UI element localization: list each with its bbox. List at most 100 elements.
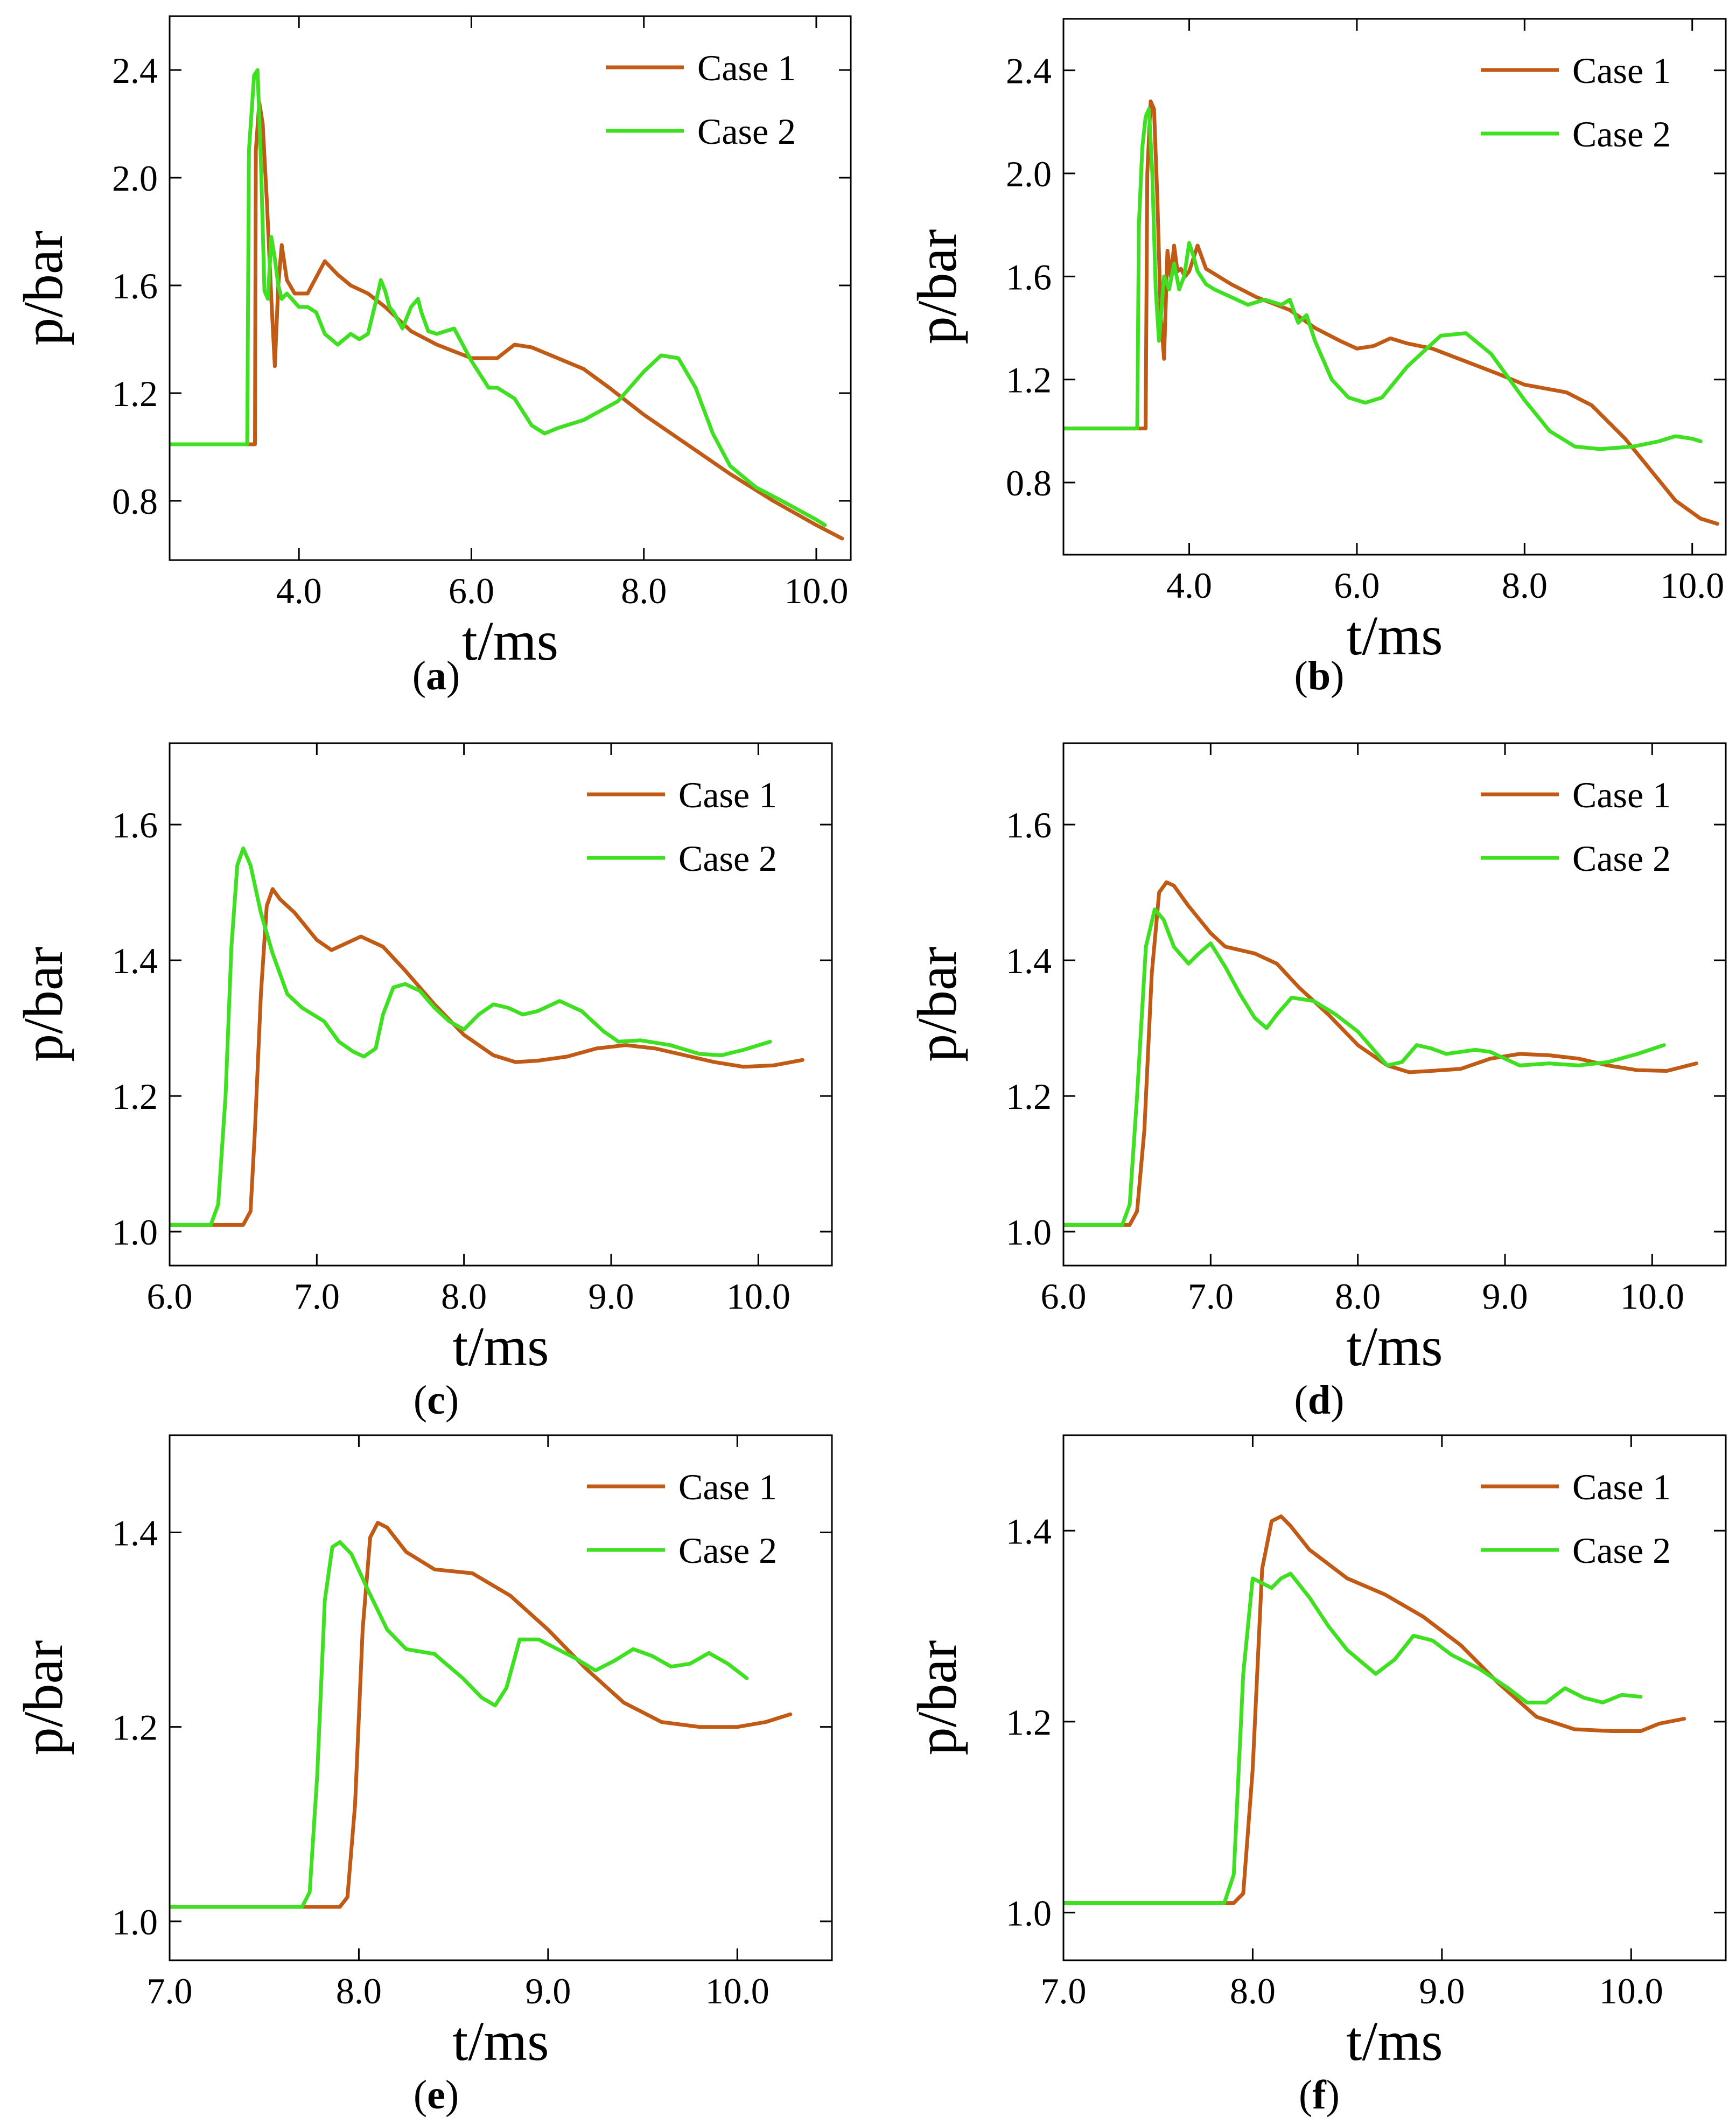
plot-frame xyxy=(1062,742,1727,1267)
y-tick-label: 1.0 xyxy=(112,1212,158,1253)
x-tick-label: 6.0 xyxy=(1334,565,1380,606)
legend-label-case-2: Case 2 xyxy=(1572,1530,1671,1571)
caption-close: ) xyxy=(1331,653,1344,698)
legend: Case 1 Case 2 xyxy=(1481,774,1671,879)
series-group xyxy=(1063,880,1698,1227)
x-tick-label: 9.0 xyxy=(1482,1276,1528,1317)
caption-open: ( xyxy=(412,653,426,698)
y-tick-label: 0.8 xyxy=(1006,463,1052,504)
caption-close: ) xyxy=(1331,1378,1344,1423)
y-tick-label: 1.2 xyxy=(1006,1702,1052,1743)
x-axis-title: t/ms xyxy=(1346,2010,1443,2072)
x-axis-title: t/ms xyxy=(1346,1316,1443,1378)
series-line-case-2 xyxy=(1063,907,1666,1227)
series-group xyxy=(170,68,844,541)
y-axis-title: p/bar xyxy=(12,947,74,1062)
y-tick-label: 1.2 xyxy=(1006,1076,1052,1117)
x-tick-label: 8.0 xyxy=(1335,1276,1381,1317)
x-tick-label: 7.0 xyxy=(294,1276,340,1317)
caption-letter: b xyxy=(1308,653,1331,698)
series-line-case-1 xyxy=(170,887,804,1227)
y-tick-label: 1.6 xyxy=(112,266,158,306)
y-tick-label: 1.0 xyxy=(112,1902,158,1943)
legend-label-case-2: Case 2 xyxy=(697,111,796,152)
legend: Case 1 Case 2 xyxy=(587,1466,777,1571)
y-tick-label: 2.0 xyxy=(1006,153,1052,194)
x-tick-label: 8.0 xyxy=(441,1276,487,1317)
series-group xyxy=(1063,1514,1686,1905)
panel-caption: (c) xyxy=(414,1378,459,1423)
y-tick-label: 1.0 xyxy=(1006,1892,1052,1933)
plot-frame xyxy=(169,1434,833,1961)
x-axis-title: t/ms xyxy=(452,1316,549,1378)
plot-frame xyxy=(1062,1434,1727,1961)
series-line-case-2 xyxy=(1063,1571,1643,1905)
y-tick-label: 1.4 xyxy=(1006,1511,1052,1552)
caption-open: ( xyxy=(414,1378,427,1423)
legend-label-case-1: Case 1 xyxy=(1572,774,1671,815)
caption-letter: c xyxy=(427,1378,445,1423)
x-tick-label: 8.0 xyxy=(621,570,667,611)
series-group xyxy=(170,846,804,1227)
caption-letter: a xyxy=(426,653,446,698)
x-tick-label: 9.0 xyxy=(1419,1971,1465,2011)
caption-letter: e xyxy=(427,2072,445,2118)
caption-open: ( xyxy=(1294,1378,1308,1423)
series-line-case-1 xyxy=(1063,1514,1686,1905)
y-axis-title: p/bar xyxy=(906,229,968,345)
series-group xyxy=(1063,99,1719,526)
chart-panel-b: 4.0 6.0 8.0 10.0 0.8 1.2 1.6 2.0 2.4 t/ms p/bar Cas… xyxy=(906,18,1727,698)
series-line-case-2 xyxy=(170,68,827,527)
series-line-case-1 xyxy=(170,1521,793,1909)
panels: 4.0 6.0 8.0 10.0 0.8 1.2 1.6 2.0 2.4 t/ms p/bar Cas… xyxy=(12,15,1727,2118)
chart-panel-d: 6.0 7.0 8.0 9.0 10.0 1.0 1.2 1.4 1.6 t/ms p/bar Cas… xyxy=(906,742,1727,1423)
x-tick-label: 6.0 xyxy=(1041,1276,1087,1317)
x-tick-label: 4.0 xyxy=(276,570,322,611)
x-tick-label: 4.0 xyxy=(1166,565,1212,606)
x-tick-label: 9.0 xyxy=(525,1971,571,2011)
y-tick-label: 1.6 xyxy=(1006,256,1052,297)
y-axis-title: p/bar xyxy=(12,1640,74,1756)
legend: Case 1 Case 2 xyxy=(606,47,796,152)
x-tick-label: 7.0 xyxy=(147,1971,193,2011)
x-tick-label: 8.0 xyxy=(1230,1971,1276,2011)
legend-label-case-1: Case 1 xyxy=(697,47,796,88)
caption-open: ( xyxy=(1294,653,1308,698)
series-line-case-2 xyxy=(170,846,772,1227)
caption-letter: f xyxy=(1312,2072,1327,2118)
panel-caption: (d) xyxy=(1294,1378,1345,1423)
y-tick-label: 2.4 xyxy=(112,50,158,91)
y-tick-label: 1.6 xyxy=(1006,805,1052,846)
y-axis-title: p/bar xyxy=(12,230,74,346)
x-tick-label: 8.0 xyxy=(336,1971,382,2011)
x-tick-label: 8.0 xyxy=(1502,565,1548,606)
x-tick-label: 10.0 xyxy=(705,1971,769,2011)
y-tick-label: 1.4 xyxy=(112,1513,158,1554)
legend-label-case-2: Case 2 xyxy=(1572,114,1671,155)
y-tick-label: 1.6 xyxy=(112,805,158,846)
x-tick-label: 7.0 xyxy=(1188,1276,1234,1317)
series-line-case-2 xyxy=(1063,107,1703,451)
y-tick-label: 0.8 xyxy=(112,481,158,522)
x-tick-label: 10.0 xyxy=(1599,1971,1663,2011)
panel-caption: (f) xyxy=(1299,2072,1340,2118)
panel-caption: (a) xyxy=(412,653,460,698)
y-tick-label: 2.4 xyxy=(1006,51,1052,92)
legend-label-case-1: Case 1 xyxy=(678,1466,777,1507)
y-axis-title: p/bar xyxy=(906,947,968,1062)
caption-close: ) xyxy=(445,2072,459,2118)
y-tick-label: 1.0 xyxy=(1006,1212,1052,1253)
panel-caption: (e) xyxy=(414,2072,459,2118)
x-tick-label: 10.0 xyxy=(784,570,848,611)
plot-frame xyxy=(1062,18,1727,556)
caption-close: ) xyxy=(1326,2072,1340,2118)
legend: Case 1 Case 2 xyxy=(1481,50,1671,155)
y-axis-title: p/bar xyxy=(906,1640,968,1756)
chart-panel-c: 6.0 7.0 8.0 9.0 10.0 1.0 1.2 1.4 1.6 t/ms p/bar Cas… xyxy=(12,742,833,1423)
x-axis-title: t/ms xyxy=(1346,605,1443,667)
legend-label-case-2: Case 2 xyxy=(678,1530,777,1571)
x-tick-label: 10.0 xyxy=(1660,565,1724,606)
x-tick-label: 6.0 xyxy=(449,570,494,611)
caption-close: ) xyxy=(445,1378,459,1423)
